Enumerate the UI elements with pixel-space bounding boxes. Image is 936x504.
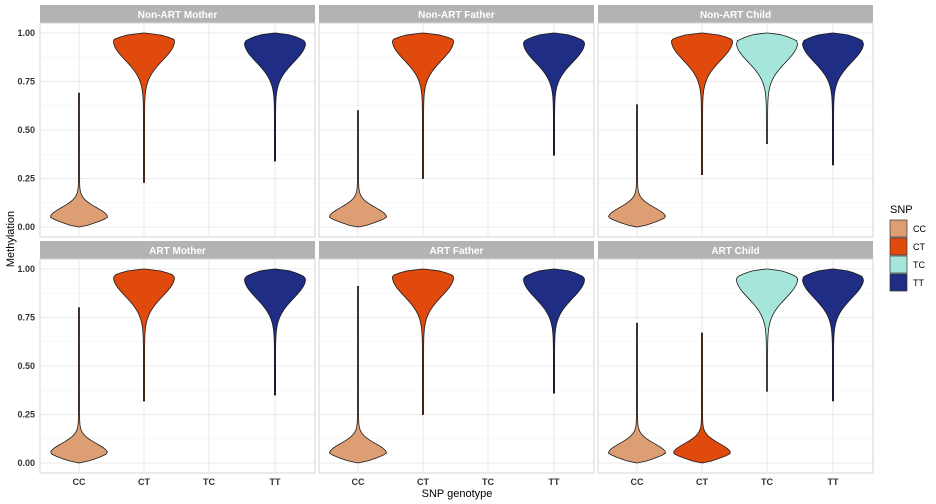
legend-key-ct [889, 237, 908, 256]
legend-title: SNP [890, 204, 913, 216]
y-tick-label: 0.00 [17, 458, 35, 468]
facet-strip [598, 241, 873, 259]
facet-strip [40, 5, 315, 23]
y-axis-title: Methylation [5, 211, 17, 267]
legend-key-cc [889, 219, 908, 238]
x-tick-label: CT [696, 477, 708, 487]
y-tick-label: 0.50 [17, 361, 35, 371]
y-tick-label: 0.00 [17, 222, 35, 232]
facet-title: ART Child [711, 246, 759, 257]
facet-title: ART Mother [149, 246, 206, 257]
x-tick-label: CC [631, 477, 644, 487]
violin-tt [802, 32, 864, 166]
facet-strip [319, 241, 594, 259]
violin-cc [50, 92, 108, 228]
violin-cc [329, 286, 387, 464]
legend-label: TT [913, 278, 924, 288]
x-tick-label: CC [352, 477, 365, 487]
y-tick-label: 0.75 [17, 77, 35, 87]
violin-tt [523, 32, 585, 156]
legend-label: CC [913, 224, 926, 234]
violin-ct [113, 268, 175, 402]
x-tick-label: CT [417, 477, 429, 487]
violin-cc [608, 322, 666, 464]
violin-ct [673, 332, 731, 464]
legend-label: TC [913, 260, 925, 270]
legend-label: CT [913, 242, 925, 252]
facet-strip [598, 5, 873, 23]
facet-title: ART Father [430, 246, 484, 257]
x-tick-label: TT [270, 477, 281, 487]
y-tick-label: 0.75 [17, 313, 35, 323]
facet-title: Non-ART Mother [138, 10, 218, 21]
y-tick-label: 1.00 [17, 28, 35, 38]
facet-strip [319, 5, 594, 23]
violin-tt [523, 268, 585, 394]
legend-key-tc [889, 255, 908, 274]
violin-cc [608, 104, 666, 228]
x-tick-label: CT [138, 477, 150, 487]
violin-ct [113, 32, 175, 183]
violin-cc [50, 307, 108, 464]
violin-tc [736, 32, 798, 144]
facet-title: Non-ART Child [700, 10, 771, 21]
facet-title: Non-ART Father [418, 10, 495, 21]
x-tick-label: TC [761, 477, 773, 487]
x-tick-label: TT [549, 477, 560, 487]
x-axis-title: SNP genotype [422, 488, 493, 500]
violin-tt [244, 268, 306, 396]
x-tick-label: TT [828, 477, 839, 487]
x-tick-label: TC [203, 477, 215, 487]
violin-tc [736, 268, 798, 392]
violin-tt [802, 268, 864, 402]
y-tick-label: 0.50 [17, 125, 35, 135]
violin-tt [244, 32, 306, 162]
legend-key-tt [889, 273, 908, 292]
y-tick-label: 0.25 [17, 174, 35, 184]
y-tick-label: 0.25 [17, 410, 35, 420]
x-tick-label: CC [73, 477, 86, 487]
facet-strip [40, 241, 315, 259]
violin-ct [392, 32, 454, 179]
violin-ct [671, 32, 733, 176]
violin-cc [329, 110, 387, 228]
x-tick-label: TC [482, 477, 494, 487]
violin-ct [392, 268, 454, 415]
y-tick-label: 1.00 [17, 264, 35, 274]
